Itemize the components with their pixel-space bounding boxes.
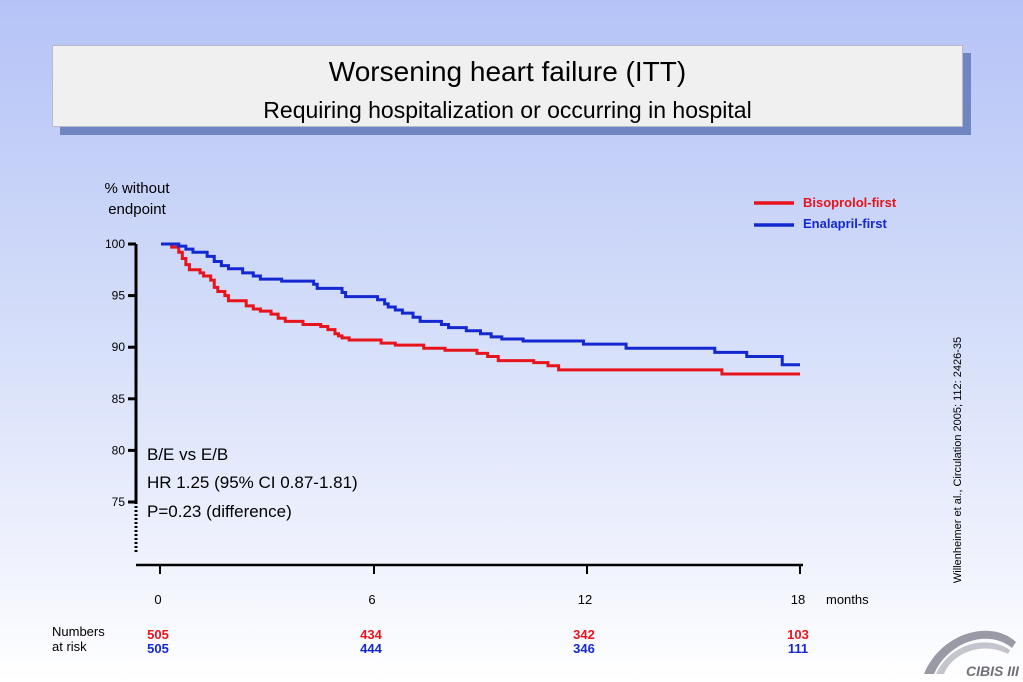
legend-label-bisoprolol: Bisoprolol-first bbox=[803, 195, 897, 210]
citation: Willenheimer et al., Circulation 2005; 1… bbox=[952, 336, 964, 584]
x-tick-label-12: 12 bbox=[578, 592, 592, 607]
risk-bisoprolol-3: 103 bbox=[787, 627, 809, 642]
risk-enalapril-3: 111 bbox=[788, 641, 808, 656]
risk-label-line1: Numbers bbox=[52, 624, 105, 639]
risk-label-line2: at risk bbox=[52, 639, 87, 654]
logo-arch bbox=[924, 630, 1016, 674]
y-tick-label-75: 75 bbox=[112, 495, 126, 509]
x-tick-label-0: 0 bbox=[154, 592, 161, 607]
x-axis-label: months bbox=[826, 592, 869, 607]
risk-bisoprolol-0: 505 bbox=[147, 627, 169, 642]
x-tick-label-18: 18 bbox=[791, 592, 805, 607]
chart-title: Worsening heart failure (ITT) bbox=[328, 56, 687, 87]
y-tick-label-80: 80 bbox=[112, 443, 126, 457]
y-tick-label-85: 85 bbox=[112, 392, 126, 406]
y-tick-label-100: 100 bbox=[105, 237, 125, 251]
x-axis: 0 6 12 18 bbox=[136, 563, 805, 607]
x-tick-label-6: 6 bbox=[368, 592, 375, 607]
legend: Bisoprolol-first Enalapril-first bbox=[754, 195, 897, 231]
y-axis: 75 80 85 90 95 100 bbox=[105, 237, 138, 552]
risk-enalapril-1: 444 bbox=[360, 641, 382, 656]
title-box: Worsening heart failure (ITT) Requiring … bbox=[52, 45, 963, 127]
stats-line-1: B/E vs E/B bbox=[147, 445, 228, 464]
curve-bisoprolol-first bbox=[161, 242, 800, 376]
curve-enalapril-first bbox=[161, 242, 800, 367]
y-tick-label-95: 95 bbox=[112, 289, 126, 303]
risk-table: 505 434 342 103 505 444 346 111 bbox=[147, 627, 809, 656]
risk-enalapril-0: 505 bbox=[147, 641, 169, 656]
risk-enalapril-2: 346 bbox=[573, 641, 595, 656]
y-axis-label-line2: endpoint bbox=[108, 201, 166, 218]
y-tick-label-90: 90 bbox=[112, 340, 126, 354]
legend-label-enalapril: Enalapril-first bbox=[803, 216, 887, 231]
logo-arch-inner bbox=[936, 642, 1010, 674]
cibis-logo: CIBIS III bbox=[924, 630, 1020, 679]
logo-text: CIBIS III bbox=[966, 663, 1020, 679]
chart-subtitle: Requiring hospitalization or occurring i… bbox=[263, 97, 752, 123]
stats-line-3: P=0.23 (difference) bbox=[147, 502, 292, 521]
stats-line-2: HR 1.25 (95% CI 0.87-1.81) bbox=[147, 473, 358, 492]
y-axis-label-line1: % without bbox=[104, 180, 170, 197]
risk-bisoprolol-2: 342 bbox=[573, 627, 595, 642]
risk-bisoprolol-1: 434 bbox=[360, 627, 382, 642]
survival-curves bbox=[161, 242, 800, 376]
